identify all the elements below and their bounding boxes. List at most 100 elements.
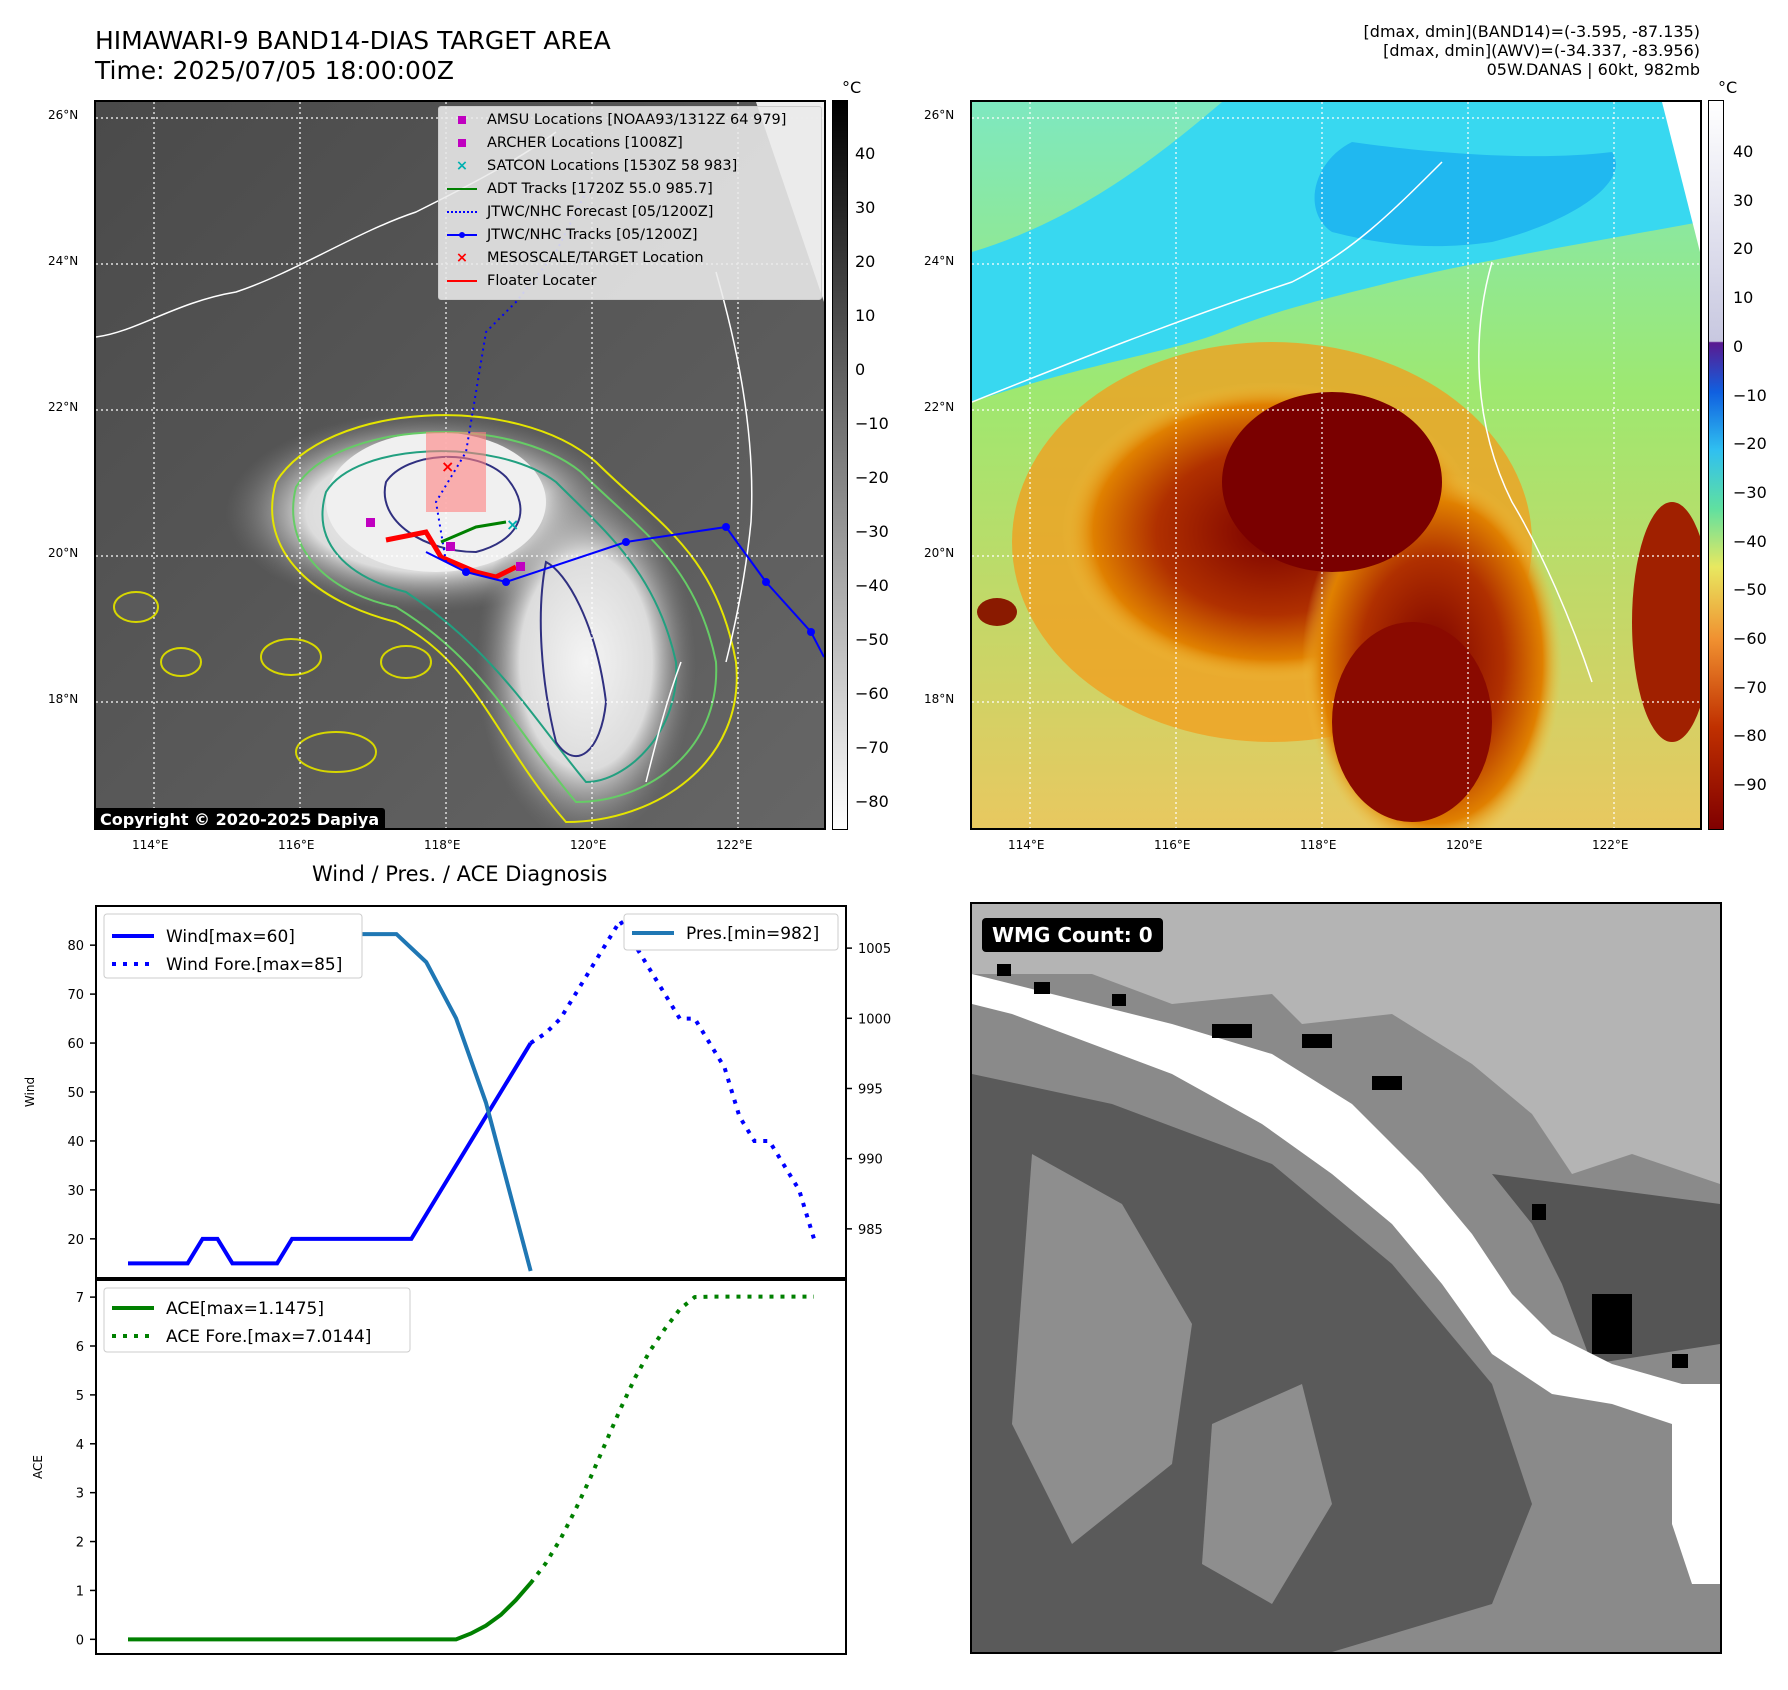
legend-entry: Floater Locater [445, 271, 596, 291]
lat-label: 18°N [48, 692, 79, 706]
y-tick-label: 50 [67, 1086, 84, 1101]
y-tick-label: 80 [67, 939, 84, 954]
legend-entry: JTWC/NHC Tracks [05/1200Z] [445, 225, 698, 245]
y-tick-label: 70 [67, 988, 84, 1003]
colorbar-tick-label: −10 [855, 414, 889, 433]
colorbar-tick-label: 10 [855, 306, 876, 325]
info-band14: [dmax, dmin](BAND14)=(-3.595, -87.135) [1363, 22, 1700, 41]
legend-label: MESOSCALE/TARGET Location [487, 250, 704, 266]
y-tick-label: 20 [67, 1233, 84, 1248]
figure-title: HIMAWARI-9 BAND14-DIAS TARGET AREA Time:… [95, 26, 611, 86]
lat-label: 22°N [924, 400, 955, 414]
series-line [529, 1294, 814, 1585]
series-line [529, 916, 816, 1240]
y-tick-label: 5 [76, 1389, 84, 1404]
colorbar-tick-label: −60 [1733, 629, 1767, 648]
colorbar-tick-label: −40 [1733, 531, 1767, 551]
legend-box [103, 1287, 411, 1353]
storm-info: [dmax, dmin](BAND14)=(-3.595, -87.135) [… [1364, 22, 1700, 79]
lon-label: 114°E [132, 838, 169, 852]
colorbar-tick-label: 30 [855, 198, 876, 217]
colorbar-tick-label: −20 [1733, 434, 1767, 454]
wind-pressure-chart: 20 30 40 50 60 70 80 985 990 995 1000 1005 Wind Press… [23, 905, 920, 1279]
colorbar-tick-label: −20 [855, 468, 889, 487]
y2-tick-label: 1005 [858, 942, 891, 957]
y2-tick-label: 995 [858, 1082, 883, 1097]
legend-label: ACE Fore.[max=7.0144] [166, 1327, 371, 1347]
wmg-image [972, 904, 1720, 1652]
lat-label: 20°N [48, 546, 79, 560]
band14-map-panel: × × AMSU Locations [NOAA93/1312Z 64 979]… [94, 100, 826, 830]
colorbar-tick-label: 40 [1733, 142, 1754, 161]
legend-entry: × MESOSCALE/TARGET Location [445, 248, 704, 268]
y-tick-label: 6 [76, 1340, 84, 1355]
colorbar-tick-label: 0 [855, 360, 866, 379]
legend-label: Pres.[min=982] [686, 924, 819, 944]
y-tick-label: 0 [76, 1633, 84, 1648]
legend-swatch [445, 133, 479, 153]
left-colorbar [832, 100, 848, 830]
legend-label: ADT Tracks [1720Z 55.0 985.7] [487, 181, 713, 197]
figure-title-line2: Time: 2025/07/05 18:00:00Z [95, 56, 454, 85]
legend-entry: AMSU Locations [NOAA93/1312Z 64 979] [445, 110, 786, 130]
y-tick-label: 2 [76, 1536, 84, 1551]
y2-tick-label: 990 [858, 1153, 883, 1168]
legend-entry: ADT Tracks [1720Z 55.0 985.7] [445, 179, 713, 199]
legend-box [623, 913, 839, 951]
legend-label: Wind[max=60] [166, 927, 295, 947]
y-tick-label: 3 [76, 1487, 84, 1502]
lat-label: 24°N [924, 254, 955, 268]
legend-label: SATCON Locations [1530Z 58 983] [487, 158, 738, 174]
legend-swatch: × [455, 250, 469, 266]
lat-label: 24°N [48, 254, 79, 268]
wmg-panel: WMG Count: 0 [970, 902, 1722, 1654]
y-tick-label: 30 [67, 1184, 84, 1199]
awv-map-image [972, 102, 1700, 828]
y-axis-label: Wind [23, 1077, 37, 1107]
plot-frame [95, 1279, 847, 1655]
legend-label: ARCHER Locations [1008Z] [487, 135, 683, 151]
colorbar-tick-label: −70 [1733, 677, 1767, 697]
lat-label: 20°N [924, 546, 955, 560]
colorbar-tick-label: 40 [855, 144, 876, 163]
colorbar-tick-label: −10 [1733, 385, 1767, 405]
series-line [128, 1042, 533, 1266]
map-legend: AMSU Locations [NOAA93/1312Z 64 979] ARCH… [438, 106, 822, 300]
legend-label: AMSU Locations [NOAA93/1312Z 64 979] [487, 112, 787, 128]
awv-map-panel [970, 100, 1702, 830]
series-line [128, 1581, 533, 1642]
colorbar-tick-label: −40 [855, 576, 889, 595]
y-axis-label: ACE [31, 1455, 45, 1479]
y-tick-label: 40 [67, 1135, 84, 1150]
lon-label: 118°E [424, 838, 461, 852]
lon-label: 118°E [1300, 838, 1337, 852]
diagnosis-title: Wind / Pres. / ACE Diagnosis [312, 862, 608, 886]
y2-axis-label: Pressure [919, 1066, 920, 1117]
lon-label: 116°E [1154, 838, 1191, 852]
y-tick-label: 60 [67, 1037, 84, 1052]
legend-label: JTWC/NHC Tracks [05/1200Z] [487, 227, 698, 243]
lat-label: 22°N [48, 400, 79, 414]
colorbar-tick-label: −60 [855, 684, 889, 703]
right-colorbar [1708, 100, 1724, 830]
colorbar-tick-label: −50 [855, 630, 889, 649]
colorbar-tick-label: 10 [1733, 288, 1754, 308]
colorbar-tick-label: −70 [855, 738, 889, 757]
lon-label: 114°E [1008, 838, 1045, 852]
colorbar-tick-label: 0 [1733, 336, 1744, 356]
legend-swatch [445, 202, 479, 222]
lat-label: 26°N [48, 108, 79, 122]
legend-entry: ARCHER Locations [1008Z] [445, 133, 683, 153]
legend-entry: × SATCON Locations [1530Z 58 983] [445, 156, 737, 176]
colorbar-tick-label: 20 [1733, 239, 1754, 259]
y-tick-label: 4 [76, 1438, 84, 1453]
colorbar-tick-label: −30 [1733, 482, 1767, 502]
colorbar-tick-label: 30 [1733, 190, 1754, 210]
colorbar-tick-label: −50 [1733, 580, 1767, 600]
svg-text:×: × [506, 515, 519, 534]
colorbar-tick-label: −80 [1733, 726, 1767, 746]
lon-label: 122°E [716, 838, 753, 852]
legend-box [103, 913, 363, 979]
legend-label: Floater Locater [487, 273, 597, 289]
legend-label: Wind Fore.[max=85] [166, 955, 342, 975]
